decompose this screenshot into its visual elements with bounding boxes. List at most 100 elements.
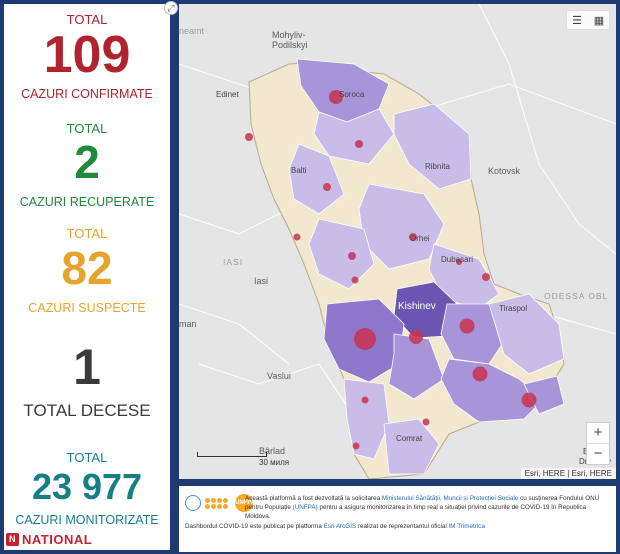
label-iasi: Iasi: [254, 276, 269, 286]
unfpa-logo-icon: UNFPA: [235, 494, 255, 512]
label-comrat: Comrat: [396, 434, 423, 443]
map-toolbar: ☰ ▦: [566, 10, 610, 30]
suspected-block: TOTAL 82 CAZURI SUSPECTE: [4, 226, 170, 316]
label-vaslui: Vaslui: [267, 371, 291, 381]
label-neamt: neamt: [179, 26, 205, 36]
district-causeni: [440, 358, 545, 423]
district-ialoveni: [388, 333, 445, 400]
case-dot-ialoveni: [409, 330, 423, 344]
district-cimislia: [343, 378, 390, 460]
suspected-count: 82: [61, 242, 113, 294]
confirmed-total-label: TOTAL: [66, 12, 108, 27]
basemap-gallery-icon[interactable]: ▦: [593, 14, 605, 27]
label-barlad: Bârlad: [259, 446, 286, 456]
monitored-block: TOTAL 23 977 CAZURI MONITORIZATE: [4, 450, 170, 528]
recovered-count: 2: [74, 136, 100, 188]
info-text-1: Această platformă a fost dezvoltată la s…: [245, 495, 382, 502]
national-logo-text: NATIONAL: [22, 531, 93, 547]
info-text-4: Dashbordul COVID-19 este publicat pe pla…: [185, 523, 324, 530]
monitored-total-label: TOTAL: [66, 450, 108, 465]
label-kotovsk: Kotovsk: [488, 166, 521, 176]
info-panel: UNFPA Această platformă a fost dezvoltat…: [179, 484, 616, 552]
label-ribnita: Ribnita: [425, 162, 450, 171]
label-man: man: [179, 319, 197, 329]
case-dot-stefan-voda: [521, 392, 537, 408]
info-text-3: pentru a asigura monitorizarea în timp r…: [245, 504, 587, 520]
district-ribnita: [393, 103, 472, 190]
info-text-5: realizat de reprezentantul oficial: [356, 523, 449, 530]
label-iasi-county: IASI: [223, 257, 244, 267]
partner-logos: UNFPA: [185, 494, 255, 512]
label-odessa: ODESSA OBL: [544, 291, 609, 301]
recovered-block: TOTAL 2 CAZURI RECUPERATE: [4, 121, 170, 210]
case-dot-floresti: [355, 140, 363, 148]
confirmed-block: TOTAL 109 CAZURI CONFIRMATE: [4, 12, 170, 102]
zoom-in-button[interactable]: +: [593, 424, 603, 441]
monitored-caption: CAZURI MONITORIZATE: [15, 513, 159, 527]
esri-link[interactable]: Esri ArcGIS: [323, 523, 357, 530]
case-dot-leova: [361, 396, 369, 404]
scale-bar: 30 миля: [197, 452, 289, 467]
case-dot-anenii: [482, 273, 490, 281]
case-dot-ungheni: [348, 252, 356, 260]
district-balti-zone: [288, 143, 345, 215]
national-logo-mark: N: [6, 532, 19, 546]
case-dot-soroca: [329, 90, 343, 104]
case-markers: [245, 90, 537, 450]
suspected-caption: CAZURI SUSPECTE: [28, 301, 146, 315]
expand-icon[interactable]: ⤢: [164, 1, 178, 15]
recovered-total-label: TOTAL: [66, 121, 108, 136]
map-attribution[interactable]: Esri, HERE | Esri, HERE: [520, 468, 616, 479]
case-dot-hincesti: [354, 328, 376, 350]
suspected-total-label: TOTAL: [66, 226, 108, 241]
confirmed-caption: CAZURI CONFIRMATE: [21, 87, 153, 101]
district-floresti: [313, 108, 395, 165]
case-dot-causeni: [472, 366, 488, 382]
unfpa-link[interactable]: (UNFPA): [292, 504, 318, 511]
case-dot-comrat: [422, 418, 430, 426]
stats-panel: TOTAL 109 CAZURI CONFIRMATE TOTAL 2 CAZU…: [4, 4, 170, 550]
map-canvas: [179, 4, 616, 479]
info-text-2: cu susținerea Fondului ONU pentru Popula…: [245, 495, 600, 511]
un-emblem-icon: [185, 495, 201, 511]
case-dot-dubasari: [456, 259, 462, 265]
district-tiraspol-zone: [488, 293, 565, 375]
label-soroca: Soroca: [339, 90, 365, 99]
zoom-out-button[interactable]: −: [587, 443, 609, 464]
legend-list-icon[interactable]: ☰: [572, 14, 582, 27]
label-tiraspol: Tiraspol: [499, 304, 528, 313]
label-balti: Balti: [291, 166, 307, 175]
map-view[interactable]: Mohyliv- Podilskyi Edinet Soroca Balti R…: [179, 4, 616, 479]
trimetrica-link[interactable]: IM Trimetrica: [448, 523, 485, 530]
label-dubasari: Dubasari: [441, 255, 474, 264]
deaths-caption: TOTAL DECESE: [23, 401, 151, 420]
recovered-caption: CAZURI RECUPERATE: [19, 195, 155, 209]
zoom-control: + −: [586, 422, 610, 465]
national-logo: N NATIONAL: [6, 530, 92, 548]
deaths-count: 1: [73, 339, 101, 395]
scale-bar-label: 30 миля: [259, 458, 290, 467]
monitored-count: 23 977: [31, 466, 143, 507]
label-kishinev: Kishinev: [398, 301, 436, 312]
case-dot-cahul: [352, 442, 360, 450]
info-publisher: Dashbordul COVID-19 este publicat pe pla…: [185, 522, 605, 531]
scale-bar-line: [197, 452, 267, 457]
case-dot-edinet: [245, 133, 253, 141]
label-orhei: Orhei: [410, 234, 430, 243]
deaths-block: 1 TOTAL DECESE: [4, 342, 170, 421]
case-dot-telenesti: [293, 233, 301, 241]
district-shading: [288, 58, 565, 475]
case-dot-calarasi: [351, 276, 359, 284]
ministry-link[interactable]: Ministerului Sănătății, Muncii și Protec…: [381, 495, 519, 502]
confirmed-count: 109: [43, 26, 131, 84]
label-mohyliv: Mohyliv- Podilskyi: [272, 30, 308, 50]
label-edinet: Edinet: [216, 90, 239, 99]
case-dot-orhei: [409, 233, 417, 241]
info-description: Această platformă a fost dezvoltată la s…: [245, 494, 611, 521]
case-dot-balti: [323, 183, 331, 191]
district-gagauzia: [383, 418, 440, 475]
district-orhei: [358, 183, 445, 270]
district-ungheni: [308, 218, 375, 290]
partner-dots-icon: [205, 497, 231, 509]
case-dot-tiraspol: [459, 318, 475, 334]
